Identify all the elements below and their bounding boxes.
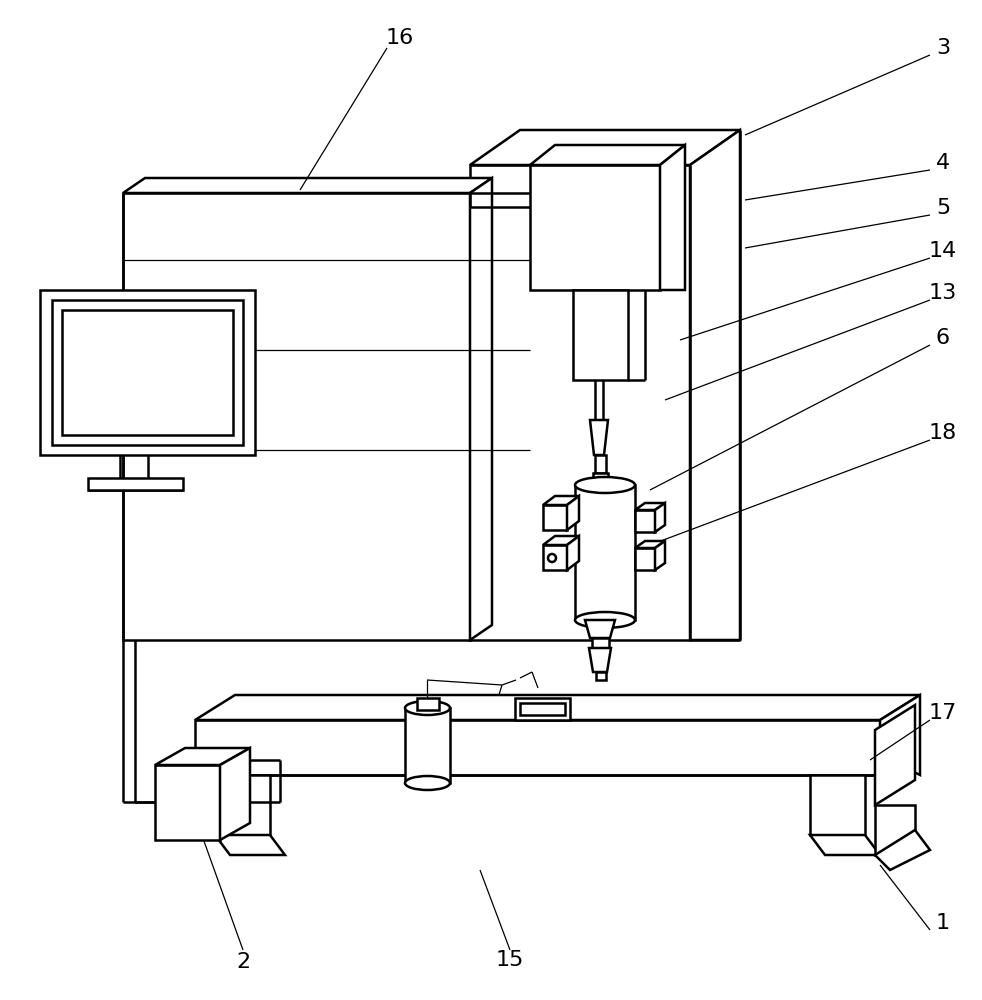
Ellipse shape — [405, 776, 450, 790]
Ellipse shape — [405, 701, 450, 715]
Polygon shape — [690, 130, 740, 640]
Ellipse shape — [575, 477, 635, 493]
Polygon shape — [567, 536, 579, 570]
Polygon shape — [543, 505, 567, 530]
Polygon shape — [635, 541, 665, 548]
Polygon shape — [880, 695, 920, 775]
Bar — [810, 775, 865, 835]
Polygon shape — [530, 145, 685, 165]
Text: 15: 15 — [496, 950, 524, 970]
Polygon shape — [660, 145, 685, 290]
Polygon shape — [589, 648, 611, 672]
Bar — [215, 775, 270, 835]
Bar — [515, 698, 570, 720]
Polygon shape — [215, 835, 285, 855]
Text: 6: 6 — [936, 328, 950, 348]
Text: 16: 16 — [386, 28, 414, 48]
Polygon shape — [875, 830, 930, 870]
Polygon shape — [810, 835, 880, 855]
Bar — [88, 478, 183, 490]
Polygon shape — [585, 620, 615, 638]
Bar — [417, 698, 439, 710]
Text: 17: 17 — [929, 703, 957, 723]
Polygon shape — [635, 510, 655, 532]
Polygon shape — [567, 496, 579, 530]
Bar — [573, 290, 628, 380]
Polygon shape — [543, 545, 567, 570]
Bar — [593, 473, 608, 485]
Polygon shape — [123, 178, 492, 193]
Text: 4: 4 — [936, 153, 950, 173]
Bar — [405, 708, 450, 783]
Bar — [530, 165, 660, 290]
Polygon shape — [195, 695, 920, 720]
Bar — [62, 310, 233, 435]
Bar — [875, 805, 915, 855]
Bar — [520, 703, 565, 715]
Bar — [123, 193, 470, 640]
Polygon shape — [543, 536, 579, 545]
Polygon shape — [155, 765, 220, 840]
Bar — [592, 638, 609, 648]
Bar — [596, 672, 606, 680]
Bar — [52, 300, 243, 445]
Text: 3: 3 — [936, 38, 950, 58]
Polygon shape — [635, 503, 665, 510]
Text: 1: 1 — [936, 913, 950, 933]
Polygon shape — [655, 503, 665, 532]
Polygon shape — [543, 496, 579, 505]
Polygon shape — [590, 420, 608, 455]
Ellipse shape — [575, 612, 635, 628]
Polygon shape — [220, 748, 250, 840]
Polygon shape — [470, 178, 492, 640]
Circle shape — [548, 554, 556, 562]
Polygon shape — [655, 541, 665, 570]
Polygon shape — [155, 748, 250, 765]
Bar — [40, 290, 255, 455]
Text: 5: 5 — [936, 198, 951, 218]
Bar — [195, 720, 880, 775]
Polygon shape — [635, 548, 655, 570]
Text: 2: 2 — [236, 952, 250, 972]
Bar — [595, 455, 606, 473]
Text: 13: 13 — [929, 283, 957, 303]
Bar — [470, 165, 690, 640]
Polygon shape — [470, 130, 740, 165]
Bar — [575, 485, 635, 620]
Polygon shape — [875, 705, 915, 805]
Text: 14: 14 — [929, 241, 957, 261]
Text: 18: 18 — [929, 423, 957, 443]
